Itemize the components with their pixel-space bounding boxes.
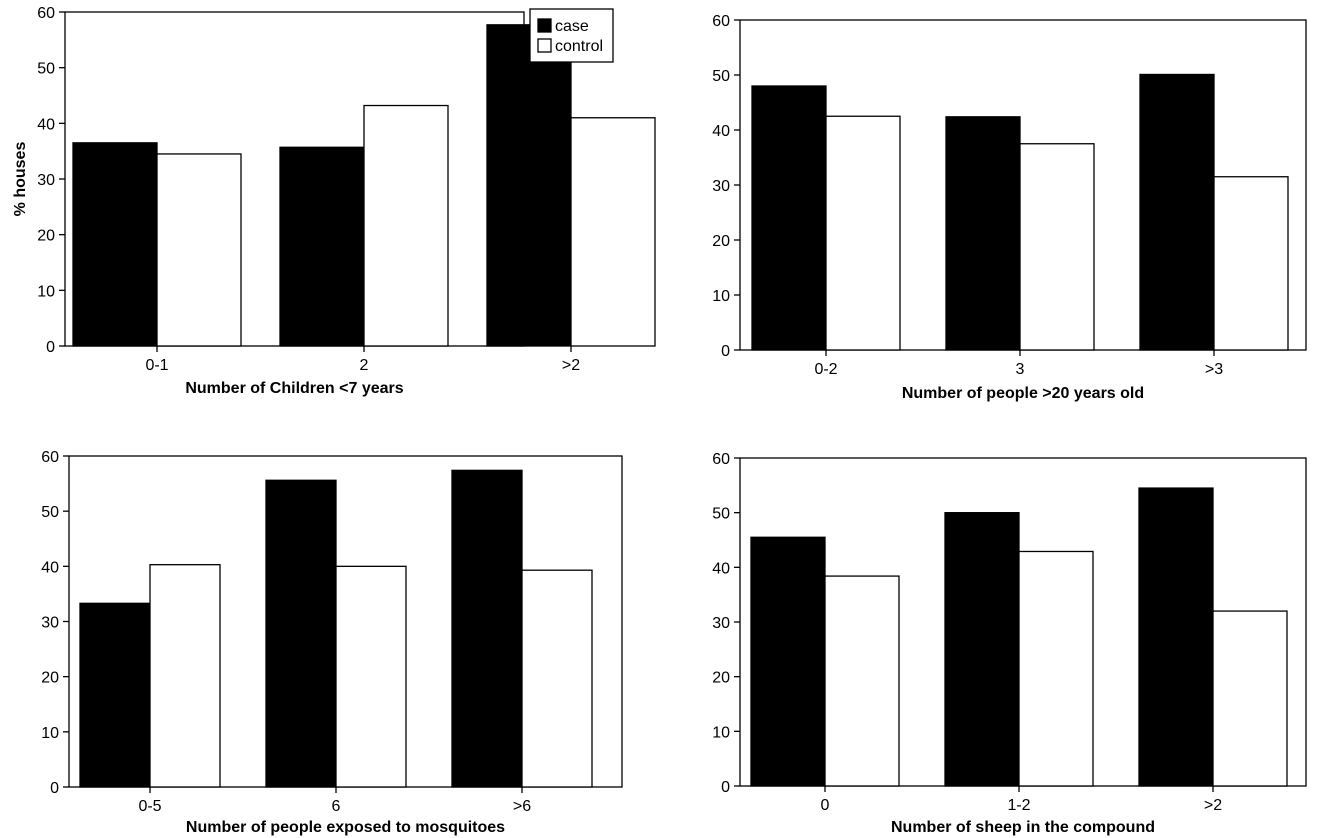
bar-control-2 bbox=[335, 565, 407, 788]
x-tick-label: 2 bbox=[360, 357, 369, 374]
chart-legend: case control bbox=[529, 8, 614, 63]
chart-panel-2: 0 10 20 30 40 50 60 0-2 3 >3 Number of people >20 … bbox=[712, 13, 1307, 402]
bar-control-2 bbox=[363, 104, 449, 347]
chart-panel-4: 0 10 20 30 40 50 60 0 1-2 >2 Number of sheep in th… bbox=[712, 451, 1307, 836]
y-tick-label: 30 bbox=[712, 615, 730, 632]
legend-label-case: case bbox=[555, 18, 589, 35]
x-tick-label: >2 bbox=[1204, 797, 1222, 814]
legend-swatch-case bbox=[537, 18, 552, 33]
bar-case-1 bbox=[72, 142, 158, 347]
y-tick-label: 0 bbox=[721, 343, 730, 360]
y-tick-label: 40 bbox=[712, 123, 730, 140]
y-tick-label: 40 bbox=[712, 560, 730, 577]
legend-frame bbox=[529, 8, 614, 63]
bar-control-2 bbox=[1018, 550, 1094, 787]
y-tick-label: 30 bbox=[37, 172, 55, 189]
bar-case-3 bbox=[1138, 487, 1214, 787]
y-tick-label: 60 bbox=[712, 451, 730, 468]
x-tick-label: 1-2 bbox=[1007, 797, 1030, 814]
x-tick-label: >3 bbox=[1205, 361, 1223, 378]
bar-case-2 bbox=[265, 479, 337, 788]
x-axis-title: Number of Children <7 years bbox=[185, 380, 403, 397]
x-tick-label: 0-1 bbox=[145, 357, 168, 374]
x-axis-title: Number of people exposed to mosquitoes bbox=[186, 819, 505, 836]
y-tick-label: 20 bbox=[712, 233, 730, 250]
y-tick-label: 60 bbox=[37, 5, 55, 22]
chart-panel-3: 0 10 20 30 40 50 60 0-5 6 >6 Number of people expo… bbox=[41, 449, 623, 836]
bar-case-1 bbox=[750, 536, 826, 787]
y-tick-label: 0 bbox=[721, 779, 730, 796]
y-tick-label: 10 bbox=[37, 283, 55, 300]
x-axis-title: Number of sheep in the compound bbox=[891, 819, 1155, 836]
bar-control-1 bbox=[156, 153, 242, 347]
bar-case-2 bbox=[279, 146, 365, 347]
bar-control-1 bbox=[824, 575, 900, 787]
y-tick-label: 10 bbox=[712, 724, 730, 741]
y-tick-label: 60 bbox=[712, 13, 730, 30]
bar-case-3 bbox=[1139, 73, 1215, 351]
y-axis-title: % houses bbox=[12, 142, 29, 217]
bar-case-3 bbox=[451, 469, 523, 788]
x-tick-label: 0-5 bbox=[138, 798, 161, 815]
y-tick-label: 0 bbox=[46, 339, 55, 356]
y-tick-label: 40 bbox=[37, 116, 55, 133]
x-tick-label: 0-2 bbox=[814, 361, 837, 378]
bar-control-3 bbox=[1213, 176, 1289, 351]
bar-case-1 bbox=[751, 85, 827, 351]
bar-control-2 bbox=[1019, 143, 1095, 351]
bar-case-1 bbox=[79, 602, 151, 788]
x-tick-label: 0 bbox=[821, 797, 830, 814]
y-tick-label: 10 bbox=[712, 288, 730, 305]
bar-control-3 bbox=[1212, 610, 1288, 787]
y-tick-label: 30 bbox=[712, 178, 730, 195]
x-tick-label: >6 bbox=[513, 798, 531, 815]
x-tick-label: 3 bbox=[1016, 361, 1025, 378]
bar-control-1 bbox=[825, 115, 901, 351]
x-axis-title: Number of people >20 years old bbox=[902, 385, 1144, 402]
x-tick-label: >2 bbox=[562, 357, 580, 374]
y-tick-label: 0 bbox=[50, 780, 59, 797]
legend-label-control: control bbox=[555, 38, 603, 55]
bar-control-3 bbox=[521, 569, 593, 788]
y-tick-label: 10 bbox=[41, 725, 59, 742]
bar-control-1 bbox=[149, 564, 221, 788]
y-tick-label: 60 bbox=[41, 449, 59, 466]
y-tick-label: 20 bbox=[712, 670, 730, 687]
y-tick-label: 20 bbox=[37, 228, 55, 245]
bar-case-3 bbox=[486, 24, 572, 347]
legend-swatch-control bbox=[537, 38, 552, 53]
bar-control-3 bbox=[570, 117, 656, 347]
y-tick-label: 20 bbox=[41, 670, 59, 687]
y-tick-label: 50 bbox=[41, 504, 59, 521]
y-tick-label: 30 bbox=[41, 615, 59, 632]
bar-case-2 bbox=[944, 512, 1020, 787]
bar-case-2 bbox=[945, 116, 1021, 351]
y-tick-label: 50 bbox=[712, 506, 730, 523]
y-tick-label: 40 bbox=[41, 559, 59, 576]
x-tick-label: 6 bbox=[332, 798, 341, 815]
y-tick-label: 50 bbox=[712, 68, 730, 85]
y-tick-label: 50 bbox=[37, 61, 55, 78]
chart-panel-1: 0 10 20 30 40 50 60 0-1 2 >2 Number of Children <7… bbox=[12, 5, 656, 397]
